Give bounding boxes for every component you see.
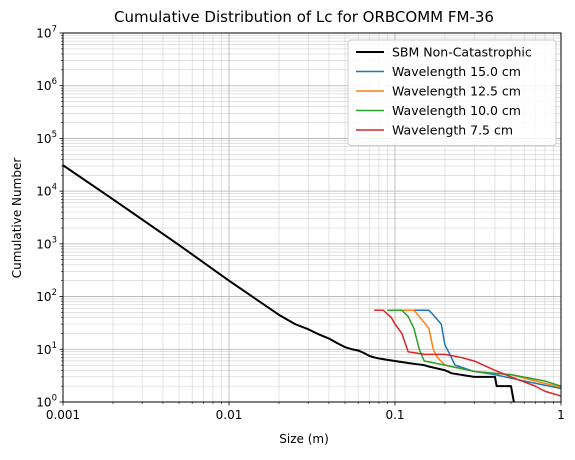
x-tick-labels: 0.001 0.01 0.1 1 [46, 408, 565, 422]
legend: SBM Non-Catastrophic Wavelength 15.0 cm Wa… [347, 39, 557, 146]
x-tick-label: 1 [557, 408, 565, 422]
y-tick-label: 107 [36, 25, 57, 41]
legend-label-2: Wavelength 15.0 cm [392, 64, 521, 79]
series-line-5 [374, 309, 561, 397]
legend-box [347, 39, 557, 146]
x-axis-label: Size (m) [279, 432, 329, 446]
legend-label-1: SBM Non-Catastrophic [392, 45, 532, 60]
series-line-2 [395, 309, 561, 390]
legend-label-3: Wavelength 12.5 cm [392, 84, 521, 99]
plot-frame [62, 32, 562, 403]
y-tick-label: 106 [36, 77, 57, 93]
y-tick-label: 102 [36, 288, 57, 304]
series-line-4 [387, 309, 561, 387]
y-tick-label: 100 [36, 394, 57, 410]
y-tick-label: 103 [36, 235, 57, 251]
y-tick-label: 105 [36, 130, 57, 146]
x-tick-label: 0.01 [216, 408, 243, 422]
series-layer [63, 164, 561, 402]
chart-title: Cumulative Distribution of Lc for ORBCOM… [114, 8, 494, 26]
minor-grid [63, 33, 561, 402]
x-tick-label: 0.1 [385, 408, 404, 422]
ticks-layer [59, 32, 562, 406]
y-tick-label: 101 [36, 341, 57, 357]
y-tick-labels: 100 101 102 103 104 105 106 107 [36, 25, 57, 410]
legend-label-5: Wavelength 7.5 cm [392, 123, 513, 138]
series-line-1 [63, 164, 515, 402]
x-tick-label: 0.001 [46, 408, 80, 422]
legend-label-4: Wavelength 10.0 cm [392, 103, 521, 118]
y-axis-label: Cumulative Number [10, 158, 24, 279]
y-tick-label: 104 [36, 183, 57, 199]
